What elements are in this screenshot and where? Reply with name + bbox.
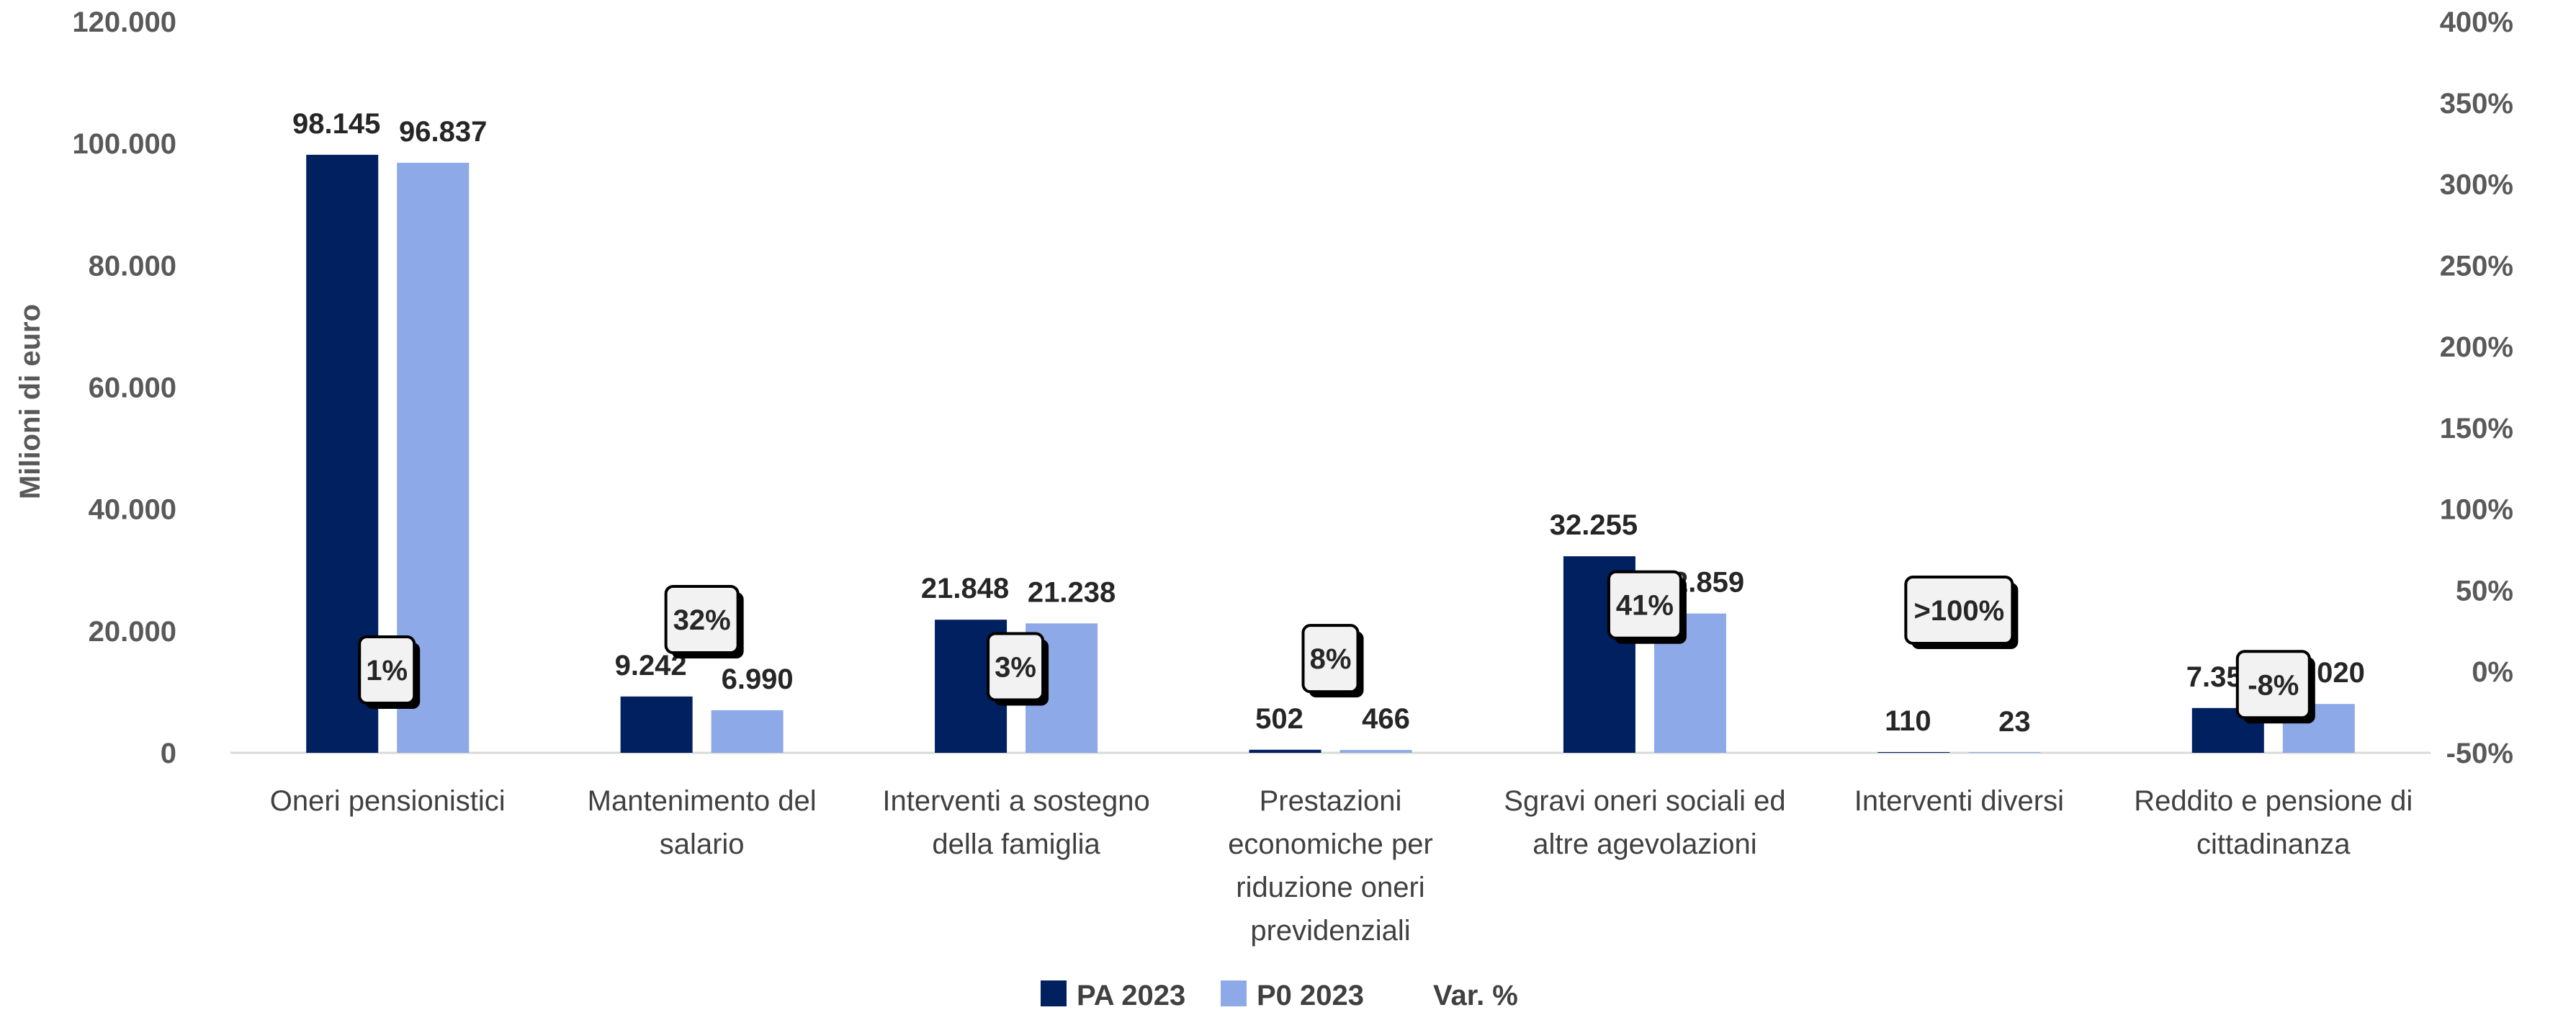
- var-label-box: [1301, 624, 1360, 694]
- var-label-box: [2235, 650, 2311, 720]
- category-label: Oneri pensionistici: [270, 785, 506, 817]
- y2-tick-label: 300%: [2440, 169, 2513, 201]
- data-label-p0-2023: 23: [1998, 706, 2031, 738]
- y-tick-label: 80.000: [89, 250, 176, 282]
- y-tick-label: 100.000: [72, 128, 176, 160]
- data-label-pa-2023: 32.255: [1550, 509, 1638, 541]
- var-label: -8%: [2248, 669, 2299, 701]
- bar-pa-2023: [1877, 752, 1950, 753]
- var-label: 32%: [673, 604, 731, 636]
- data-label-p0-2023: 21.238: [1028, 576, 1116, 608]
- bar-pa-2023: [620, 696, 693, 753]
- data-label-p0-2023: 96.837: [399, 116, 487, 148]
- legend-swatch-pa-2023: [1041, 980, 1067, 1006]
- category-label: Interventi a sostegno: [882, 785, 1149, 817]
- var-label: 3%: [995, 651, 1036, 683]
- var-label-box: [1904, 576, 2014, 645]
- bar-pa-2023: [1249, 749, 1321, 753]
- y-tick-label: 60.000: [89, 372, 176, 404]
- y-tick-label: 0: [161, 738, 176, 769]
- var-label: 8%: [1310, 643, 1352, 675]
- var-label: >100%: [1914, 595, 2005, 627]
- y2-tick-label: 0%: [2472, 656, 2513, 688]
- category-label: previdenziali: [1250, 915, 1410, 947]
- data-label-p0-2023: 6.990: [722, 663, 794, 695]
- y2-tick-label: -50%: [2446, 738, 2513, 769]
- data-label-pa-2023: 98.145: [292, 108, 380, 140]
- legend-label-pa-2023: PA 2023: [1077, 980, 1185, 1011]
- y-tick-label: 120.000: [72, 6, 176, 38]
- category-label: Mantenimento del: [588, 785, 817, 817]
- bar-p0-2023: [711, 710, 784, 753]
- category-label: salario: [660, 828, 745, 860]
- data-label-pa-2023: 502: [1255, 703, 1303, 735]
- category-label: cittadinanza: [2196, 828, 2351, 860]
- y2-tick-label: 400%: [2440, 6, 2513, 38]
- y-axis-title: Milioni di euro: [14, 304, 46, 499]
- y2-tick-label: 50%: [2456, 575, 2513, 607]
- y2-tick-label: 250%: [2440, 250, 2513, 282]
- category-label: della famiglia: [932, 828, 1100, 860]
- category-label: economiche per: [1228, 828, 1433, 860]
- category-label: Interventi diversi: [1854, 785, 2064, 817]
- bar-p0-2023: [1339, 750, 1412, 753]
- y-tick-label: 20.000: [89, 616, 176, 648]
- y2-tick-label: 100%: [2440, 494, 2513, 526]
- category-label: riduzione oneri: [1236, 872, 1424, 903]
- category-label: altre agevolazioni: [1532, 828, 1756, 860]
- var-label: 1%: [366, 655, 408, 687]
- y2-tick-label: 150%: [2440, 413, 2513, 444]
- y2-tick-label: 200%: [2440, 331, 2513, 363]
- y-tick-label: 40.000: [89, 494, 176, 526]
- data-label-pa-2023: 21.848: [921, 573, 1009, 604]
- category-label: Reddito e pensione di: [2134, 785, 2413, 817]
- category-label: Sgravi oneri sociali ed: [1504, 785, 1785, 817]
- category-label: Prestazioni: [1260, 785, 1402, 817]
- legend-label-var: Var. %: [1433, 980, 1518, 1011]
- var-label-box: [358, 635, 416, 705]
- var-label-box: [1607, 570, 1682, 640]
- legend-label-p0-2023: P0 2023: [1257, 980, 1364, 1011]
- var-label-box: [664, 585, 740, 655]
- legend-swatch-p0-2023: [1221, 980, 1247, 1006]
- var-label-box: [987, 632, 1045, 702]
- var-label: 41%: [1616, 590, 1674, 622]
- data-label-pa-2023: 110: [1885, 705, 1931, 737]
- data-label-p0-2023: 466: [1362, 703, 1410, 735]
- y2-tick-label: 350%: [2440, 88, 2513, 120]
- bar-p0-2023: [1968, 752, 2041, 753]
